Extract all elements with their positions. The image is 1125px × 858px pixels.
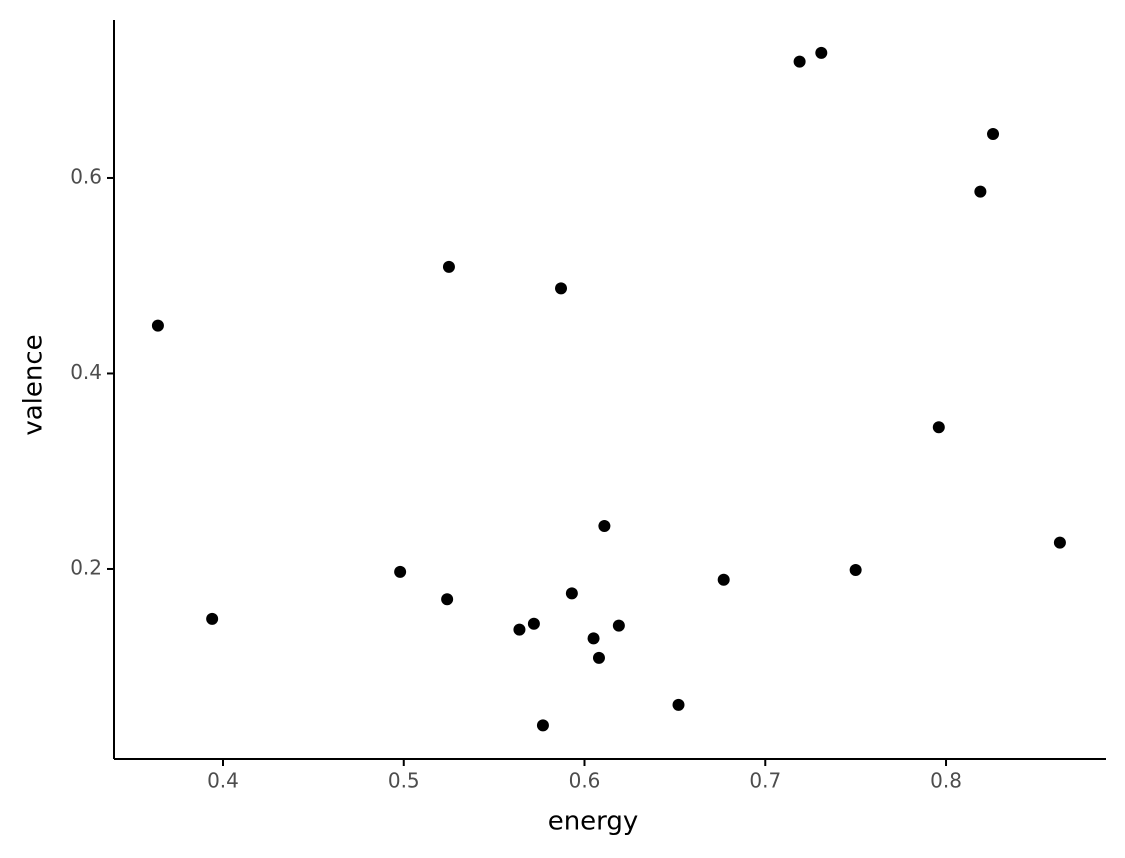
point — [206, 612, 219, 625]
y-tick-label: 0.2 — [70, 555, 102, 579]
x-tick-label: 0.4 — [207, 769, 239, 793]
y-tick-label: 0.6 — [70, 164, 102, 188]
point — [441, 593, 454, 606]
point — [592, 651, 605, 664]
y-axis-title: valence — [19, 334, 49, 435]
point — [587, 632, 600, 645]
point — [151, 319, 164, 332]
point — [974, 185, 987, 198]
x-tick-label: 0.7 — [749, 769, 781, 793]
point — [1053, 536, 1066, 549]
y-tick-label: 0.4 — [70, 360, 102, 384]
point — [932, 421, 945, 434]
point — [793, 55, 806, 68]
x-tick-label: 0.5 — [388, 769, 420, 793]
x-tick-label: 0.6 — [569, 769, 601, 793]
point — [672, 698, 685, 711]
point — [442, 260, 455, 273]
point — [598, 519, 611, 532]
point — [513, 623, 526, 636]
point — [849, 563, 862, 576]
point — [612, 619, 625, 632]
point — [815, 46, 828, 59]
point — [565, 587, 578, 600]
point — [394, 565, 407, 578]
x-tick-label: 0.8 — [930, 769, 962, 793]
point — [717, 573, 730, 586]
x-axis-title: energy — [548, 807, 639, 837]
point — [536, 719, 549, 732]
point — [555, 282, 568, 295]
point — [987, 127, 1000, 140]
point — [527, 617, 540, 630]
